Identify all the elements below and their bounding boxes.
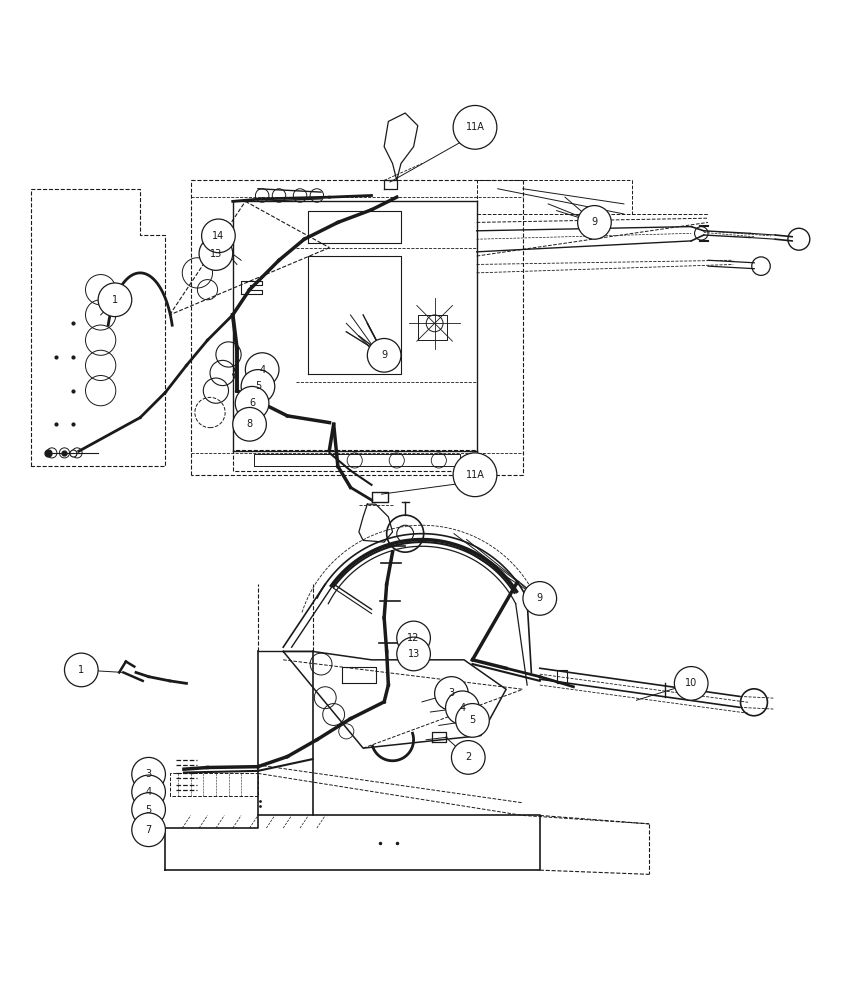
Text: 10: 10 [685,678,697,688]
Circle shape [246,353,279,386]
Text: 6: 6 [249,398,255,408]
Circle shape [202,219,235,253]
Text: 7: 7 [145,825,152,835]
Circle shape [98,283,132,317]
Circle shape [64,653,98,687]
Text: 14: 14 [213,231,225,241]
Circle shape [397,637,430,671]
Circle shape [233,407,267,441]
Circle shape [456,704,490,737]
Text: 5: 5 [469,715,476,725]
Text: 1: 1 [78,665,84,675]
Circle shape [241,370,275,403]
Text: 9: 9 [381,350,387,360]
Text: 13: 13 [408,649,419,659]
Circle shape [435,677,468,710]
Text: 5: 5 [255,381,261,391]
Text: 12: 12 [408,633,419,643]
Text: 4: 4 [259,365,265,375]
Circle shape [452,741,485,774]
Text: 4: 4 [459,703,465,713]
Circle shape [132,775,165,809]
Circle shape [367,338,401,372]
Text: 13: 13 [210,249,222,259]
Text: 5: 5 [145,805,152,815]
Text: 1: 1 [112,295,118,305]
Circle shape [453,453,497,497]
Text: 11A: 11A [466,470,484,480]
Circle shape [235,386,269,420]
Circle shape [523,582,556,615]
Text: 9: 9 [537,593,543,603]
Text: 2: 2 [465,752,472,762]
Circle shape [453,105,497,149]
Text: 3: 3 [145,769,152,779]
Circle shape [674,667,708,700]
Circle shape [199,237,233,270]
Circle shape [132,793,165,826]
Text: 8: 8 [246,419,252,429]
Circle shape [397,621,430,655]
Text: 9: 9 [592,217,598,227]
Circle shape [132,757,165,791]
Circle shape [577,206,611,239]
Text: 11A: 11A [466,122,484,132]
Circle shape [132,813,165,847]
Text: 4: 4 [145,787,152,797]
Circle shape [446,691,479,725]
Text: 3: 3 [448,688,455,698]
